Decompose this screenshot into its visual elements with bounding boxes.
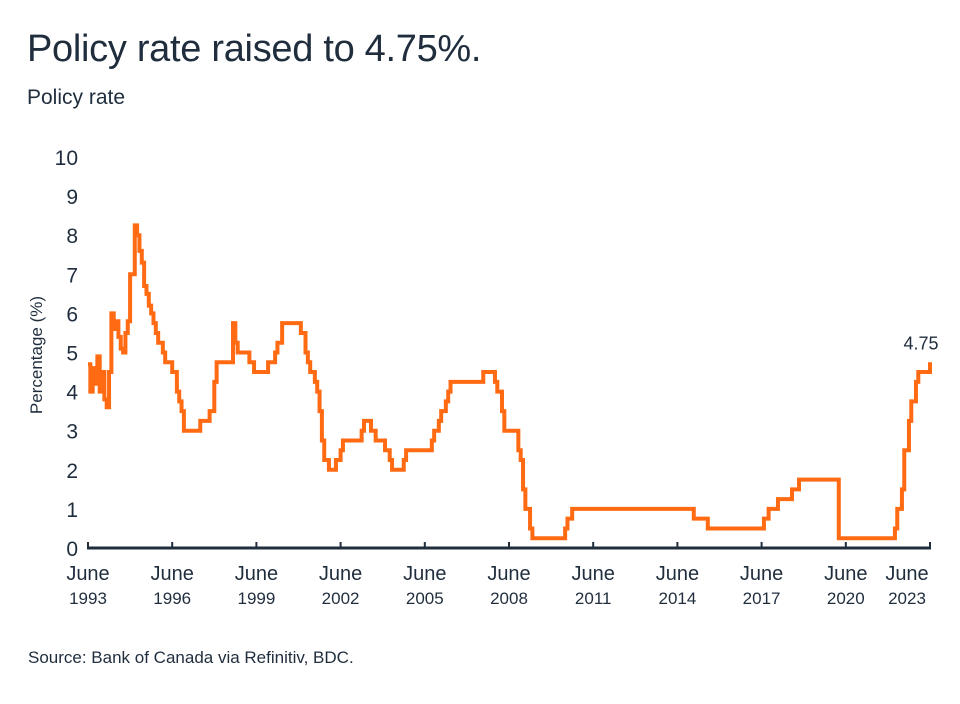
x-tick-label: June	[487, 563, 530, 585]
x-tick-label: June	[235, 563, 278, 585]
y-tick-label: 8	[66, 225, 78, 248]
x-tick-label: 2011	[575, 589, 612, 608]
y-tick-label: 1	[66, 499, 78, 522]
x-tick-label: June	[66, 563, 109, 585]
x-tick-label: 2020	[827, 589, 865, 608]
x-tick-label: 1999	[237, 589, 275, 608]
x-tick-label: June	[885, 563, 928, 585]
x-tick-label: 2002	[322, 589, 360, 608]
x-tick-label: 2014	[658, 589, 696, 608]
chart-title: Policy rate raised to 4.75%.	[27, 28, 482, 70]
x-tick-label: 1996	[153, 589, 191, 608]
x-tick-label: 2008	[490, 589, 528, 608]
y-tick-label: 3	[66, 421, 78, 444]
y-tick-label: 9	[66, 186, 78, 209]
y-tick-label: 10	[55, 147, 78, 170]
y-tick-label: 0	[66, 538, 78, 561]
x-tick-label: 2017	[743, 589, 781, 608]
y-axis-label: Percentage (%)	[27, 296, 46, 414]
policy-rate-series-line	[88, 223, 932, 541]
y-tick-label: 4	[66, 382, 78, 405]
x-tick-label: June	[572, 563, 615, 585]
y-tick-label: 5	[66, 343, 78, 366]
x-tick-label: 2005	[406, 589, 444, 608]
x-tick-label: June	[403, 563, 446, 585]
last-value-label: 4.75	[903, 333, 938, 353]
x-tick-label: June	[656, 563, 699, 585]
x-tick-label: June	[740, 563, 783, 585]
source-note: Source: Bank of Canada via Refinitiv, BD…	[28, 648, 354, 667]
y-tick-label: 7	[66, 264, 78, 287]
chart-subtitle: Policy rate	[27, 86, 126, 109]
x-tick-label: June	[824, 563, 867, 585]
x-tick-label: June	[151, 563, 194, 585]
y-tick-label: 6	[66, 303, 78, 326]
x-tick-label: 1993	[69, 589, 107, 608]
x-tick-label: 2023	[888, 589, 926, 608]
y-tick-label: 2	[66, 460, 78, 483]
x-tick-label: June	[319, 563, 362, 585]
